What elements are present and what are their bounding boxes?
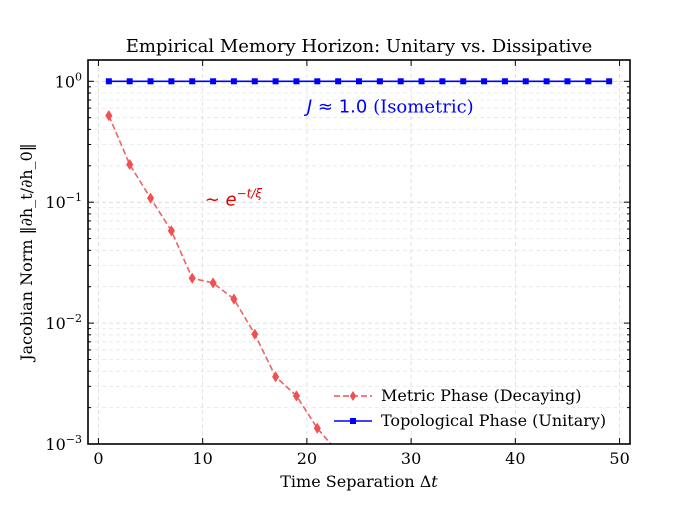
legend: Metric Phase (Decaying) Topological Phase… (334, 386, 606, 430)
y-tick-exponent: 0 (75, 70, 82, 83)
chart-title: Empirical Memory Horizon: Unitary vs. Di… (126, 36, 593, 57)
x-tick-label: 10 (192, 449, 212, 468)
data-point (230, 78, 237, 85)
data-point (522, 78, 529, 85)
annotation-isometric: J ≈ 1.0 (Isometric) (304, 96, 474, 117)
y-tick-exponent: −2 (66, 312, 82, 325)
y-tick-label: 100 (55, 70, 82, 91)
data-point (251, 78, 258, 85)
series-1 (105, 110, 341, 458)
data-point (376, 78, 383, 85)
data-point (397, 78, 404, 85)
data-point (293, 78, 300, 85)
data-point (251, 328, 259, 340)
y-tick-label: 10−2 (45, 312, 82, 333)
data-point (147, 78, 154, 85)
data-point (168, 78, 175, 85)
data-point (126, 158, 134, 171)
annotation-exponent: −t/ξ (237, 187, 263, 201)
y-tick-label: 10−3 (45, 433, 82, 454)
annotation-value: ≈ 1.0 (312, 96, 367, 117)
x-axis-title-variable: t (431, 472, 438, 491)
annotation-decay: ∼ e−t/ξ (205, 187, 263, 211)
annotation-variable: J (304, 96, 312, 117)
annotations: J ≈ 1.0 (Isometric) ∼ e−t/ξ (205, 96, 474, 210)
x-axis-title-text: Time Separation Δ (280, 472, 431, 491)
data-point (272, 78, 279, 85)
x-tick-label: 40 (505, 449, 525, 468)
data-point (335, 78, 342, 85)
ticks (88, 60, 630, 445)
data-point (543, 78, 550, 85)
x-axis-title: Time Separation Δt (280, 472, 438, 491)
data-point (356, 78, 362, 85)
data-point (564, 78, 571, 85)
data-point (439, 78, 446, 85)
data-point (105, 110, 113, 122)
y-tick-exponent: −3 (66, 433, 82, 446)
x-tick-label: 30 (401, 449, 421, 468)
legend-item-2: Topological Phase (Unitary) (334, 411, 606, 430)
data-point (210, 78, 217, 85)
y-axis-title: Jacobian Norm ‖∂h_t/∂h_0‖ (17, 143, 36, 363)
legend-marker (349, 391, 357, 401)
data-point (314, 78, 321, 85)
x-tick-labels: 0 10 20 30 40 50 (93, 449, 629, 468)
data-point (292, 390, 301, 402)
y-tick-label: 10−1 (45, 191, 82, 212)
data-point (606, 78, 613, 85)
annotation-label: (Isometric) (367, 96, 473, 117)
data-point (501, 78, 508, 85)
data-point (126, 78, 133, 85)
x-tick-label: 0 (93, 449, 103, 468)
legend-label: Topological Phase (Unitary) (381, 411, 606, 430)
y-tick-base: 10 (55, 72, 75, 91)
data-point (105, 78, 112, 85)
data-point (188, 272, 196, 284)
legend-item-1: Metric Phase (Decaying) (334, 386, 581, 405)
x-tick-label: 50 (609, 449, 629, 468)
annotation-exp-base: e (226, 190, 237, 211)
legend-label: Metric Phase (Decaying) (381, 386, 581, 405)
series-line (108, 115, 332, 444)
data-point (209, 277, 217, 289)
data-point (418, 78, 425, 85)
plot-frame (87, 59, 631, 445)
data-point (335, 448, 341, 458)
data-point (313, 422, 321, 434)
data-point (481, 78, 488, 85)
series-2 (105, 78, 613, 85)
data-point (272, 371, 280, 383)
series-layer (105, 78, 613, 458)
data-point (585, 78, 592, 85)
data-point (146, 192, 155, 204)
y-tick-base: 10 (45, 435, 65, 454)
y-tick-exponent: −1 (66, 191, 82, 204)
annotation-tilde: ∼ (205, 190, 226, 211)
data-point (189, 78, 196, 85)
data-point (230, 293, 238, 305)
legend-marker (350, 418, 356, 424)
x-tick-label: 20 (297, 449, 317, 468)
y-tick-base: 10 (45, 193, 65, 212)
data-point (167, 225, 175, 237)
data-point (460, 78, 467, 85)
y-tick-base: 10 (45, 314, 65, 333)
